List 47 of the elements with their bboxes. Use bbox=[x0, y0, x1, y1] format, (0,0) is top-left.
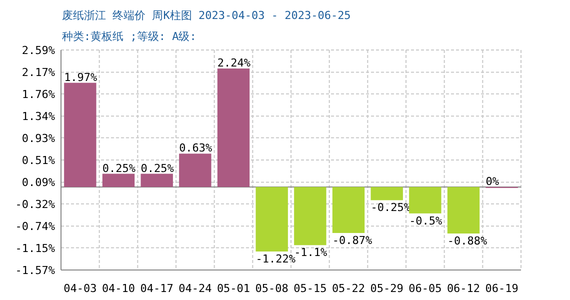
y-tick-label: 1.34% bbox=[22, 110, 56, 124]
x-tick-label: 06-05 bbox=[408, 282, 442, 295]
y-tick-label: -0.74% bbox=[15, 220, 56, 234]
data-label: -1.1% bbox=[294, 246, 328, 260]
y-tick-label: -0.32% bbox=[15, 198, 56, 211]
x-tick-label: 06-19 bbox=[485, 282, 518, 295]
x-tick-label: 05-08 bbox=[255, 282, 288, 295]
chart-subtitle: 种类:黄板纸 ;等级: A级: bbox=[62, 30, 196, 43]
x-tick-label: 04-03 bbox=[64, 282, 97, 295]
y-tick-label: 0.51% bbox=[22, 154, 56, 167]
data-label: 0.63% bbox=[179, 142, 213, 155]
bar bbox=[409, 186, 442, 214]
bar bbox=[256, 186, 288, 252]
x-tick-label: 04-24 bbox=[178, 282, 212, 295]
bar bbox=[140, 174, 173, 187]
chart-title: 废纸浙江 终端价 周K柱图 2023-04-03 - 2023-06-25 bbox=[62, 9, 351, 22]
x-tick-label: 04-17 bbox=[140, 282, 174, 295]
data-label: -1.22% bbox=[256, 252, 296, 266]
data-label: 1.97% bbox=[64, 70, 98, 84]
y-tick-label: 1.76% bbox=[22, 88, 56, 101]
x-tick-label: 05-15 bbox=[294, 282, 327, 295]
x-tick-label: 05-01 bbox=[216, 282, 250, 295]
x-tick-label: 05-29 bbox=[370, 282, 404, 295]
bar bbox=[370, 186, 403, 200]
bar bbox=[179, 154, 212, 187]
y-tick-label: -1.57% bbox=[15, 264, 56, 277]
y-tick-label: 2.59% bbox=[22, 44, 56, 57]
x-tick-label: 06-12 bbox=[446, 282, 480, 295]
bar bbox=[102, 174, 135, 187]
data-label: -0.5% bbox=[409, 214, 443, 228]
y-tick-label: -1.15% bbox=[15, 242, 56, 255]
x-tick-label: 05-22 bbox=[332, 282, 366, 295]
data-label: -0.87% bbox=[332, 234, 373, 247]
bar bbox=[332, 186, 365, 233]
bar bbox=[294, 186, 326, 246]
bar bbox=[447, 186, 480, 234]
bar bbox=[217, 68, 250, 187]
y-tick-label: 0.93% bbox=[22, 132, 56, 145]
data-label: 0.25% bbox=[102, 162, 136, 175]
data-label: 2.24% bbox=[217, 56, 251, 70]
data-label: 0.25% bbox=[140, 162, 174, 175]
bar bbox=[64, 82, 96, 187]
data-label: 0% bbox=[486, 174, 500, 188]
x-tick-label: 04-10 bbox=[102, 282, 136, 295]
data-label: -0.88% bbox=[447, 234, 488, 248]
y-tick-label: 2.17% bbox=[22, 66, 56, 80]
y-tick-label: 0.09% bbox=[22, 176, 56, 190]
